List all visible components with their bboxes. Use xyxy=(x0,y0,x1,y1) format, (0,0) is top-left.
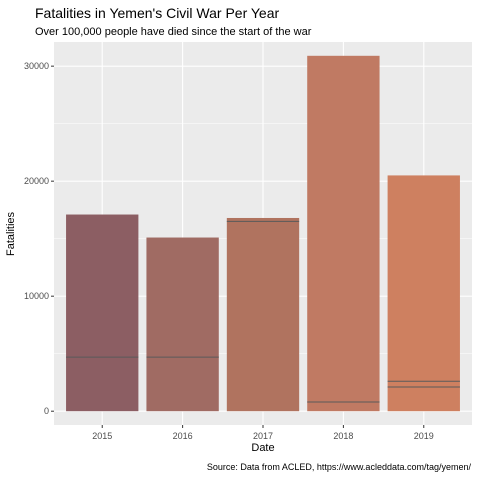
bar-2016 xyxy=(146,237,219,412)
chart-subtitle: Over 100,000 people have died since the … xyxy=(35,26,312,38)
bars xyxy=(66,55,460,412)
x-tick-label: 2015 xyxy=(92,431,112,441)
y-tick-label: 10000 xyxy=(24,291,49,301)
x-tick-label: 2019 xyxy=(414,431,434,441)
y-axis: 0 10000 20000 30000 xyxy=(24,61,54,416)
y-tick-label: 0 xyxy=(44,406,49,416)
bar-2019 xyxy=(387,175,460,412)
chart-caption: Source: Data from ACLED, https://www.acl… xyxy=(207,462,472,472)
y-tick-label: 20000 xyxy=(24,176,49,186)
y-axis-title: Fatalities xyxy=(5,211,17,256)
x-tick-label: 2018 xyxy=(333,431,353,441)
bar-2017 xyxy=(226,217,300,412)
bar-2018 xyxy=(307,55,380,412)
x-axis-title: Date xyxy=(251,442,274,454)
y-tick-label: 30000 xyxy=(24,61,49,71)
x-axis: 2015 2016 2017 2018 2019 xyxy=(92,425,434,441)
bar-2015 xyxy=(66,214,139,412)
x-tick-label: 2017 xyxy=(253,431,273,441)
x-tick-label: 2016 xyxy=(173,431,193,441)
chart-title: Fatalities in Yemen's Civil War Per Year xyxy=(35,5,279,21)
